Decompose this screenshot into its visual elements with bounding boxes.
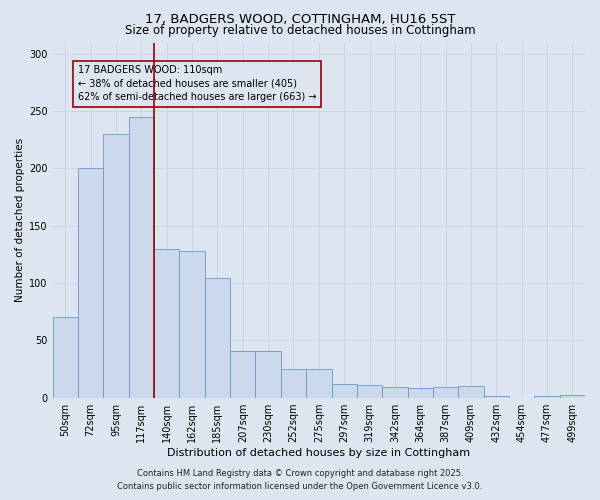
Bar (357, 385, 382, 398)
Bar (103, 134, 129, 398)
Text: 17, BADGERS WOOD, COTTINGHAM, HU16 5ST: 17, BADGERS WOOD, COTTINGHAM, HU16 5ST (145, 12, 455, 26)
Bar (281, 369, 306, 398)
Bar (332, 384, 357, 398)
Bar (306, 369, 332, 398)
Bar (484, 396, 509, 398)
Bar (256, 350, 281, 398)
Bar (205, 278, 230, 398)
Y-axis label: Number of detached properties: Number of detached properties (15, 138, 25, 302)
Text: 17 BADGERS WOOD: 110sqm
← 38% of detached houses are smaller (405)
62% of semi-d: 17 BADGERS WOOD: 110sqm ← 38% of detache… (78, 66, 317, 102)
Bar (382, 388, 407, 398)
Bar (535, 396, 560, 398)
Bar (154, 248, 179, 398)
Bar (179, 251, 205, 398)
Bar (560, 396, 585, 398)
Bar (433, 388, 458, 398)
Bar (407, 388, 433, 398)
Bar (458, 386, 484, 398)
Bar (78, 168, 103, 398)
Bar (230, 350, 256, 398)
Bar (53, 318, 78, 398)
Text: Contains HM Land Registry data © Crown copyright and database right 2025.
Contai: Contains HM Land Registry data © Crown c… (118, 470, 482, 491)
Text: Size of property relative to detached houses in Cottingham: Size of property relative to detached ho… (125, 24, 475, 37)
X-axis label: Distribution of detached houses by size in Cottingham: Distribution of detached houses by size … (167, 448, 470, 458)
Bar (129, 117, 154, 398)
